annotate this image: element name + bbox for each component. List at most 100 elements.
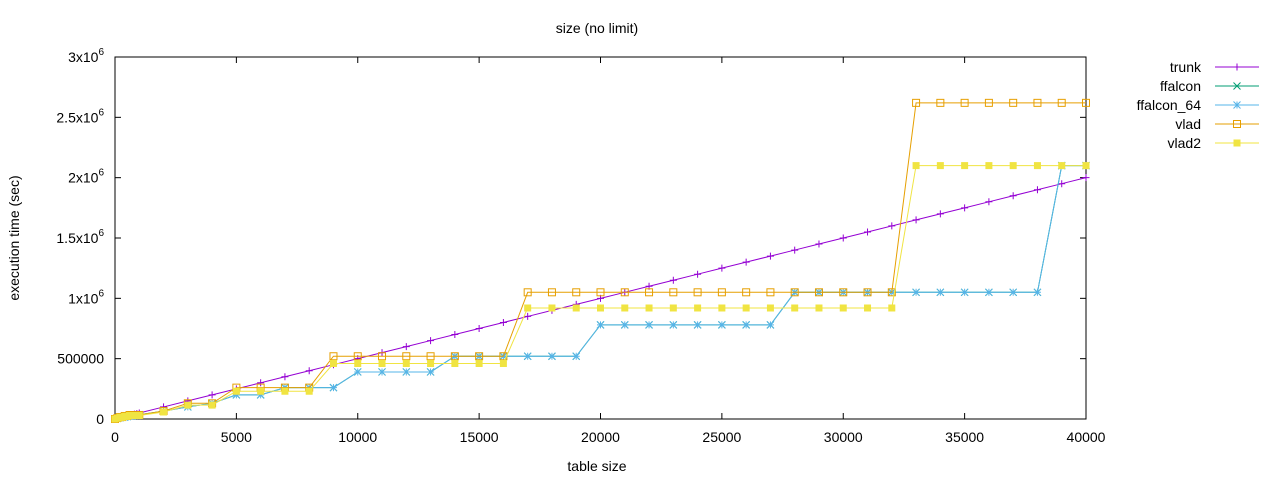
data-point-vlad2 (305, 387, 313, 395)
data-point-vlad2 (329, 359, 337, 367)
legend-item-vlad2: vlad2 (1168, 135, 1259, 151)
data-point-ffalcon_64 (620, 321, 629, 329)
data-point-trunk (936, 210, 944, 218)
data-point-vlad (1009, 98, 1018, 107)
data-point-ffalcon_64 (936, 288, 945, 297)
data-point-vlad2 (1009, 162, 1017, 170)
data-point-trunk (888, 222, 896, 230)
data-point-vlad2 (1058, 162, 1066, 170)
data-point-vlad2 (669, 304, 677, 312)
data-point-vlad2 (985, 162, 993, 170)
data-point-vlad2 (281, 387, 289, 395)
data-point-vlad (839, 288, 848, 297)
data-point-vlad (790, 288, 799, 297)
x-axis-label: table size (567, 458, 626, 474)
x-tick-label: 10000 (338, 429, 377, 445)
data-point-trunk (281, 373, 289, 381)
data-point-vlad2 (402, 359, 410, 367)
data-point-trunk (694, 270, 702, 278)
data-point-ffalcon_64 (912, 288, 920, 297)
data-point-vlad (1057, 98, 1066, 107)
x-tick-label: 20000 (581, 429, 620, 445)
data-point-vlad2 (548, 304, 556, 312)
y-tick-base: 1x10 (68, 290, 99, 306)
data-point-vlad (984, 98, 993, 107)
data-point-trunk (1033, 186, 1041, 194)
data-point-ffalcon_64 (742, 321, 751, 329)
data-point-trunk (791, 246, 799, 254)
data-point-vlad (378, 352, 387, 361)
data-point-vlad (717, 288, 726, 297)
data-point-vlad2 (621, 304, 629, 312)
data-point-vlad2 (135, 412, 143, 420)
series-layer (111, 98, 1090, 423)
series-vlad (111, 98, 1090, 423)
data-point-ffalcon_64 (960, 288, 969, 297)
data-point-vlad2 (791, 304, 799, 312)
data-point-vlad2 (815, 304, 823, 312)
data-point-trunk (718, 264, 726, 272)
data-point-vlad (547, 288, 556, 297)
data-point-ffalcon_64 (1009, 288, 1018, 297)
data-point-trunk (427, 337, 435, 345)
data-point-trunk (305, 367, 313, 375)
data-point-vlad2 (354, 359, 362, 367)
data-point-vlad (572, 288, 581, 297)
data-point-vlad (936, 98, 945, 107)
legend-marker (1233, 63, 1241, 71)
y-tick-base: 0 (96, 411, 104, 427)
data-point-vlad2 (961, 162, 969, 170)
data-point-vlad (863, 288, 872, 297)
x-tick-label: 15000 (460, 429, 499, 445)
data-point-trunk (815, 240, 823, 248)
y-tick-base: 2.5x10 (56, 109, 98, 125)
data-point-ffalcon_64 (1033, 288, 1042, 297)
y-tick-exponent: 6 (98, 168, 104, 179)
data-point-vlad (912, 98, 921, 107)
data-point-vlad2 (451, 359, 459, 367)
data-point-vlad2 (936, 162, 944, 170)
data-point-ffalcon_64 (693, 321, 702, 329)
data-point-trunk (985, 198, 993, 206)
data-point-ffalcon_64 (572, 352, 581, 361)
data-point-ffalcon_64 (985, 288, 993, 297)
data-point-vlad (402, 352, 411, 361)
y-tick-exponent: 6 (98, 47, 104, 58)
data-point-vlad (353, 352, 362, 361)
data-point-vlad2 (427, 359, 435, 367)
data-point-trunk (1082, 174, 1090, 182)
data-point-trunk (402, 343, 410, 351)
data-point-vlad2 (645, 304, 653, 312)
y-tick-label: 500000 (57, 351, 104, 367)
y-tick-base: 1.5x10 (56, 230, 98, 246)
y-tick-exponent: 6 (98, 288, 104, 299)
data-point-vlad (426, 352, 435, 361)
legend-marker (1233, 120, 1241, 128)
data-point-trunk (208, 391, 216, 399)
data-point-vlad2 (1082, 162, 1090, 170)
data-point-trunk (475, 325, 483, 332)
y-tick-label: 3x106 (68, 47, 104, 65)
y-tick-label: 2.5x106 (56, 107, 104, 125)
data-point-trunk (912, 216, 920, 224)
data-point-vlad (669, 288, 678, 297)
data-point-trunk (742, 258, 750, 266)
legend-label: ffalcon_64 (1137, 97, 1202, 113)
x-tick-label: 30000 (824, 429, 863, 445)
data-point-ffalcon_64 (766, 321, 775, 329)
data-point-ffalcon_64 (548, 352, 556, 361)
legend-item-ffalcon_64: ffalcon_64 (1137, 97, 1259, 113)
data-point-trunk (669, 276, 677, 284)
legend-marker (1233, 82, 1241, 90)
data-point-trunk (524, 312, 532, 320)
data-point-vlad2 (475, 359, 483, 367)
data-point-ffalcon_64 (645, 321, 653, 329)
data-point-vlad (887, 288, 896, 297)
data-point-trunk (1009, 192, 1017, 200)
data-point-vlad2 (208, 401, 216, 409)
data-point-vlad2 (694, 304, 702, 312)
data-point-ffalcon_64 (669, 321, 678, 329)
y-tick-base: 3x10 (68, 49, 99, 65)
data-point-trunk (864, 228, 872, 236)
